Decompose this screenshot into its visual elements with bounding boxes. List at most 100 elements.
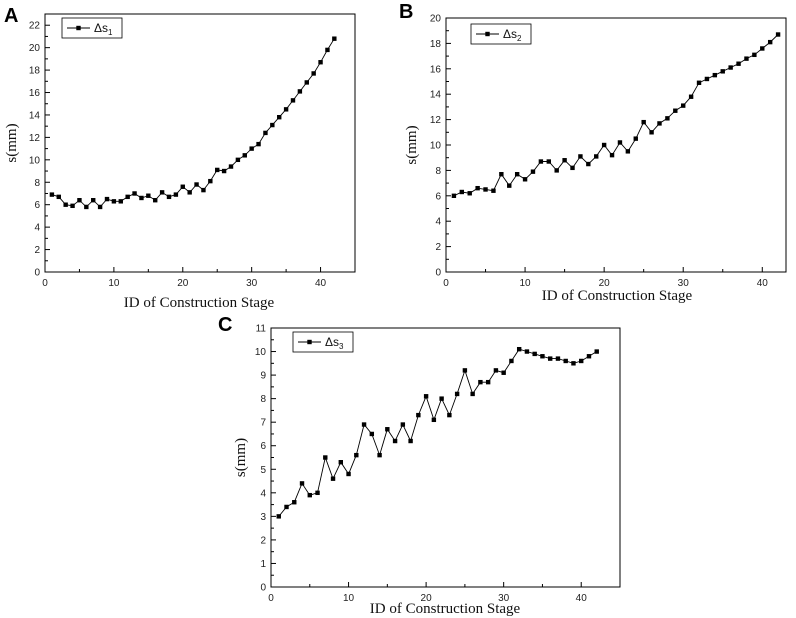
data-point — [325, 47, 330, 53]
data-point — [516, 346, 522, 352]
y-tick-label: 8 — [34, 178, 40, 189]
data-point — [712, 72, 718, 78]
series-line — [453, 34, 779, 197]
data-point — [77, 198, 82, 203]
data-point — [311, 71, 316, 76]
data-point — [332, 36, 337, 41]
data-point — [423, 394, 429, 399]
x-tick-label: 20 — [421, 593, 433, 604]
data-point — [760, 46, 765, 51]
x-tick-label: 40 — [757, 278, 769, 289]
y-tick-label: 6 — [34, 200, 40, 211]
data-point — [530, 169, 536, 174]
y-tick-label: 14 — [430, 90, 442, 101]
y-tick-label: 5 — [260, 465, 266, 476]
data-point — [292, 500, 297, 505]
data-point — [657, 121, 662, 126]
data-point — [166, 194, 172, 200]
data-point — [180, 184, 185, 189]
chart-panel-c: C 0 10 20 30 40 0 1 2 3 4 5 6 7 8 9 10 11 ID of Constructi… — [218, 314, 621, 617]
data-point — [323, 455, 328, 460]
x-tick-label: 30 — [246, 278, 258, 289]
y-tick-label: 6 — [260, 441, 266, 452]
data-point — [330, 476, 336, 481]
data-point — [307, 492, 312, 498]
legend-subscript: 3 — [339, 342, 344, 351]
data-point — [728, 65, 733, 70]
y-tick-label: 8 — [260, 394, 266, 405]
data-point — [270, 122, 275, 128]
y-tick-label: 0 — [260, 583, 266, 594]
data-point — [263, 130, 268, 136]
data-point — [649, 130, 654, 135]
data-point — [720, 69, 725, 74]
panel-letter: A — [4, 5, 18, 27]
y-tick-label: 4 — [260, 488, 266, 499]
x-axis-label: ID of Construction Stage — [124, 295, 275, 311]
data-point — [617, 140, 623, 145]
data-point — [546, 159, 551, 164]
legend-subscript: 2 — [517, 34, 522, 43]
y-tick-label: 18 — [29, 66, 41, 77]
data-point — [609, 152, 615, 158]
y-tick-label: 20 — [430, 14, 442, 25]
data-point — [235, 157, 241, 163]
data-point — [153, 198, 158, 203]
data-point — [555, 356, 561, 361]
data-point — [601, 142, 607, 148]
x-tick-label: 30 — [498, 593, 510, 604]
y-tick-label: 2 — [435, 242, 441, 253]
data-point — [277, 115, 282, 120]
data-point — [483, 187, 488, 192]
x-axis-label: ID of Construction Stage — [370, 601, 521, 617]
y-tick-label: 2 — [34, 245, 40, 256]
y-tick-label: 4 — [34, 223, 40, 234]
series-line — [51, 38, 335, 208]
data-point — [104, 196, 110, 202]
x-tick-label: 20 — [599, 278, 611, 289]
data-point — [744, 56, 749, 61]
data-point — [579, 358, 584, 364]
data-point — [625, 149, 631, 154]
data-point — [242, 153, 247, 158]
data-point — [454, 391, 460, 397]
y-tick-label: 18 — [430, 39, 442, 50]
data-point — [97, 204, 103, 210]
data-point — [361, 422, 367, 427]
x-tick-label: 0 — [443, 278, 449, 289]
y-tick-label: 6 — [435, 191, 441, 202]
y-tick-label: 22 — [29, 21, 41, 32]
data-point — [524, 349, 530, 354]
y-axis-label: s(mm) — [404, 125, 420, 164]
data-point — [467, 191, 472, 196]
x-tick-label: 0 — [42, 278, 48, 289]
data-point — [173, 192, 179, 197]
data-point — [554, 168, 559, 173]
x-tick-label: 30 — [678, 278, 690, 289]
panel-letter: C — [218, 314, 232, 336]
legend-marker — [485, 31, 490, 37]
legend-box — [292, 331, 354, 353]
data-point — [249, 146, 254, 151]
data-point — [63, 202, 68, 207]
x-tick-label: 40 — [315, 278, 327, 289]
data-point — [491, 188, 496, 193]
y-tick-label: 8 — [435, 166, 441, 177]
data-point — [385, 427, 390, 432]
data-point — [354, 452, 359, 458]
y-tick-label: 14 — [29, 110, 41, 121]
data-point — [49, 192, 55, 197]
data-point — [571, 361, 576, 366]
data-point — [594, 154, 599, 159]
data-point — [56, 194, 61, 200]
data-point — [736, 61, 741, 66]
data-point — [767, 39, 773, 45]
y-tick-label: 16 — [430, 64, 442, 75]
data-point — [570, 165, 575, 171]
legend-subscript: 1 — [108, 28, 113, 37]
y-tick-label: 20 — [29, 43, 41, 54]
data-point — [665, 116, 670, 121]
y-tick-label: 10 — [430, 141, 442, 152]
